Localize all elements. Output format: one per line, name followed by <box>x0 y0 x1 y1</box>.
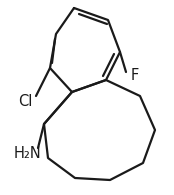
Text: H₂N: H₂N <box>14 145 42 160</box>
Text: Cl: Cl <box>18 93 32 108</box>
Text: F: F <box>131 68 139 83</box>
